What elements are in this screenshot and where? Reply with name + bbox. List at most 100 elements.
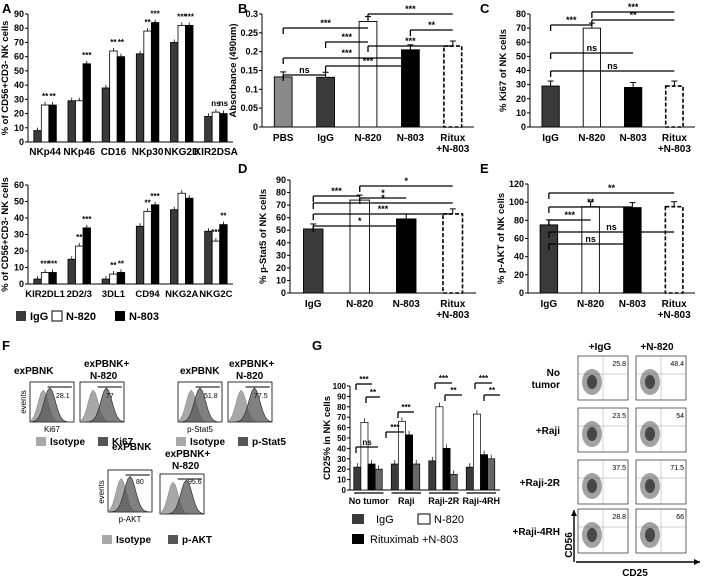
quadrant-value: 54 (676, 413, 684, 420)
x-tick-label: +N-803 (658, 144, 692, 155)
flow-label: exPBNK (180, 366, 220, 377)
y-axis-label: % of CD56+CD3- NK cells (0, 177, 11, 292)
y-tick-label: 50 (516, 51, 526, 61)
significance-label: *** (342, 48, 353, 58)
gate-value: 80 (136, 479, 144, 486)
x-tick-label: Raji-4RH (462, 496, 500, 506)
x-tick-label: N-803 (397, 133, 425, 144)
y-tick-label: 100 (509, 197, 524, 207)
y-tick-label: 60 (337, 424, 346, 433)
bar (316, 76, 335, 128)
x-tick-label: N-820 (354, 133, 382, 144)
x-tick-label: Ritux (440, 299, 465, 310)
bar (353, 466, 362, 491)
bar (442, 448, 451, 491)
y-tick-label: 0.1 (245, 84, 258, 94)
bar (374, 468, 383, 491)
legend-swatch-marker (98, 437, 108, 446)
cell-population-core (645, 375, 655, 389)
y-arrow-head (571, 510, 577, 516)
x-tick-label: IgG (317, 133, 334, 144)
y-tick-label: 10 (14, 263, 24, 273)
y-tick-label: 60 (276, 213, 286, 223)
panel-label-f: F (2, 338, 10, 353)
legend-g-swatch-rituximab (352, 534, 364, 544)
x-tick-label: Ritux (440, 133, 465, 144)
y-tick-label: 40 (516, 66, 526, 76)
bar (367, 463, 376, 491)
bar (360, 422, 369, 491)
bar (101, 87, 111, 143)
x-tick-label: N-820 (578, 133, 606, 144)
marker-histogram (29, 387, 74, 423)
significance-label: ** (110, 261, 117, 270)
significance-label: * (381, 188, 385, 198)
x-tick-label: CD16 (101, 147, 127, 158)
y-tick-label: 0.3 (245, 9, 258, 19)
y-tick-label: 30 (337, 455, 346, 464)
y-tick-label: 40 (14, 80, 24, 90)
significance-label: *** (331, 186, 342, 196)
significance-label: ns (585, 234, 596, 244)
significance-label: ** (630, 10, 638, 20)
significance-label: *** (439, 374, 449, 383)
cell-population-core (587, 427, 597, 441)
y-tick-label: 80 (337, 403, 346, 412)
significance-label: ns (607, 61, 618, 71)
y-tick-label: 80 (276, 188, 286, 198)
x-tick-label: N-820 (346, 299, 374, 310)
bar (465, 466, 474, 491)
significance-label: ns (362, 438, 372, 447)
y-tick-label: 50 (276, 225, 286, 235)
bar (442, 213, 464, 294)
y-tick-label: 0.05 (240, 103, 258, 113)
bar (143, 210, 152, 285)
significance-label: ** (42, 92, 49, 101)
panel-label-c: C (480, 1, 490, 16)
y-tick-label: 10 (14, 123, 24, 133)
legend-g-label-n820: N-820 (434, 514, 464, 526)
gate-value: 28.1 (56, 393, 70, 400)
significance-label: ns (211, 99, 221, 108)
y-tick-label: 0 (19, 137, 24, 147)
significance-label: *** (405, 4, 416, 14)
bar (150, 22, 160, 143)
y-tick-label: 40 (14, 213, 24, 223)
bar (443, 45, 463, 128)
y-tick-label: 60 (14, 52, 24, 62)
significance-label: ns (587, 43, 598, 53)
y-tick-label: 0 (342, 486, 347, 495)
significance-label: ** (587, 197, 595, 207)
significance-label: *** (82, 215, 92, 224)
y-tick-label: 30 (516, 80, 526, 90)
flow-label: exPBNK (112, 442, 152, 453)
y-tick-label: 20 (337, 465, 346, 474)
bar (396, 218, 417, 294)
y-tick-label: 60 (514, 234, 524, 244)
x-tick-label: NKG2D (164, 147, 199, 158)
x-tick-label: N-820 (577, 299, 605, 310)
legend-label: Isotype (190, 437, 225, 448)
y-tick-label: 40 (514, 252, 524, 262)
bar (48, 104, 57, 143)
y-tick-label: 40 (337, 444, 346, 453)
y-tick-label: 70 (516, 23, 526, 33)
panel-label-a: A (2, 1, 12, 16)
flow-label: exPBNK (14, 366, 54, 377)
significance-label: *** (177, 12, 187, 21)
panel-label-g: G (312, 338, 322, 353)
bar (67, 258, 76, 285)
marker-histogram (80, 387, 125, 423)
x-tick-label: Raji-2R (428, 496, 460, 506)
flow-label: N-820 (90, 371, 118, 382)
significance-label: *** (566, 15, 577, 25)
legend-swatch-n803 (115, 311, 125, 321)
significance-label: *** (564, 210, 575, 220)
significance-label: ns (606, 222, 617, 232)
significance-label: * (358, 216, 362, 226)
gate-value: 77.5 (254, 393, 268, 400)
significance-label: ** (144, 198, 151, 207)
